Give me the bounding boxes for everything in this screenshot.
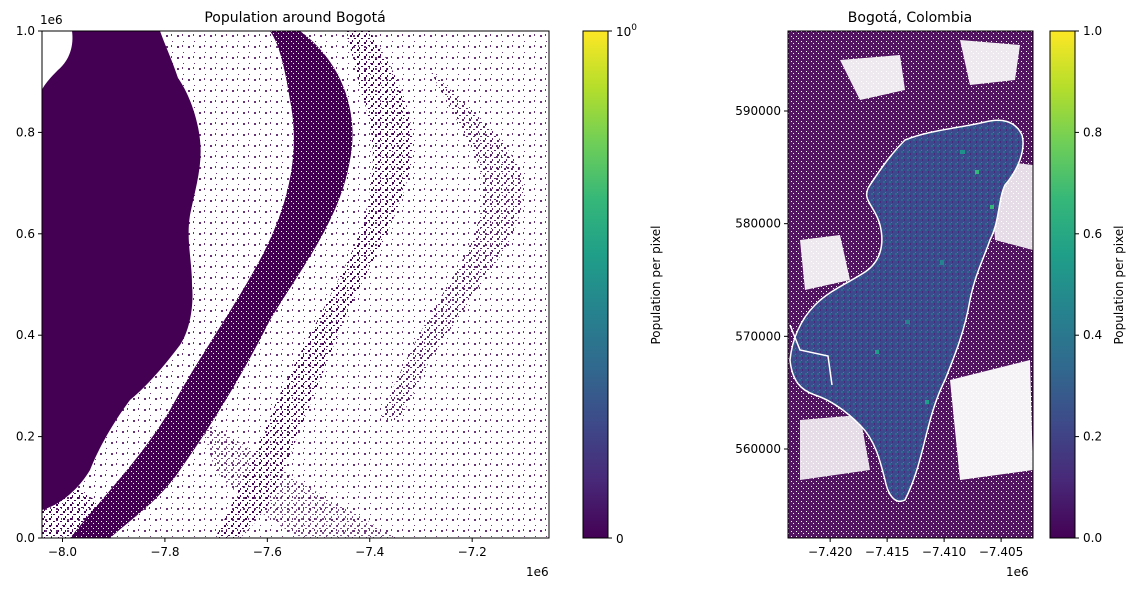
left-population-map xyxy=(42,31,549,538)
left-map-southern-settlement xyxy=(200,420,400,538)
left-x-tick-label: −7.8 xyxy=(150,545,179,559)
left-map-eastern-plains xyxy=(380,70,524,420)
right-x-tick-label: −7.410 xyxy=(922,545,966,559)
left-x-tick-label: −7.4 xyxy=(355,545,384,559)
left-x-ticks: −8.0 −7.8 −7.6 −7.4 −7.2 xyxy=(48,538,487,559)
right-y-tick-label: 570000 xyxy=(735,329,781,343)
left-colorbar-label: Population per pixel xyxy=(649,225,663,344)
left-y-tick-label: 0.6 xyxy=(16,227,35,241)
left-map-coast-inlet xyxy=(42,31,73,90)
right-map-gap-1 xyxy=(840,55,905,100)
right-chart-title: Bogotá, Colombia xyxy=(848,10,972,26)
right-map-hotspot xyxy=(875,350,879,354)
right-map-gap-3 xyxy=(800,235,850,290)
left-axes-frame xyxy=(41,30,550,539)
right-colorbar-tick-label: 0.0 xyxy=(1083,531,1102,545)
left-x-tick-label: −8.0 xyxy=(48,545,77,559)
left-colorbar-tick-1: 100 xyxy=(616,23,637,39)
right-colorbar-frame xyxy=(1049,30,1076,539)
left-map-eastern-ridge xyxy=(215,31,413,538)
right-x-tick-label: −7.405 xyxy=(979,545,1023,559)
right-x-tick-label: −7.415 xyxy=(865,545,909,559)
left-colorbar-tick-0: 0 xyxy=(616,532,624,546)
right-colorbar-tick-label: 1.0 xyxy=(1083,24,1102,38)
left-colorbar-frame xyxy=(582,30,609,539)
right-map-hotspot xyxy=(905,320,910,324)
left-y-tick-label: 1.0 xyxy=(16,24,35,38)
right-map-hotspot xyxy=(990,205,994,209)
left-colorbar-ticks: 0 100 xyxy=(608,23,637,546)
right-colorbar-tick-label: 0.2 xyxy=(1083,430,1102,444)
right-y-tick-label: 580000 xyxy=(735,217,781,231)
left-colorbar xyxy=(583,31,608,538)
right-colorbar-tick-label: 0.6 xyxy=(1083,227,1102,241)
right-x-offset-label: 1e6 xyxy=(1006,565,1029,579)
right-map-hotspot xyxy=(960,150,965,154)
right-city-map xyxy=(788,31,1033,538)
right-map-gap-2 xyxy=(960,40,1020,85)
left-map-ocean-region xyxy=(42,31,201,510)
right-map-urban-core xyxy=(789,119,1024,502)
right-x-tick-label: −7.420 xyxy=(808,545,852,559)
right-colorbar-ticks: 0.0 0.2 0.4 0.6 0.8 1.0 xyxy=(1075,24,1102,545)
right-y-ticks: 560000 570000 580000 590000 xyxy=(735,104,788,456)
left-x-offset-label: 1e6 xyxy=(526,565,549,579)
right-colorbar xyxy=(1050,31,1075,538)
left-chart-title: Population around Bogotá xyxy=(204,10,385,26)
right-colorbar-tick-label: 0.4 xyxy=(1083,328,1102,342)
left-y-offset-label: 1e6 xyxy=(40,13,63,27)
left-x-tick-label: −7.6 xyxy=(253,545,282,559)
left-y-tick-label: 0.2 xyxy=(16,430,35,444)
left-y-tick-label: 0.8 xyxy=(16,125,35,139)
right-chart-panel: Bogotá, Colombia −7.420 −7 xyxy=(735,10,1126,579)
right-axes-frame xyxy=(787,30,1034,539)
right-y-tick-label: 590000 xyxy=(735,104,781,118)
right-x-ticks: −7.420 −7.415 −7.410 −7.405 xyxy=(808,538,1023,559)
left-chart-panel: Population around Bogotá −8.0 −7.8 −7.6 −7.… xyxy=(16,10,663,579)
right-map-boundary-line xyxy=(789,324,833,386)
left-x-tick-label: −7.2 xyxy=(458,545,487,559)
left-y-ticks: 0.0 0.2 0.4 0.6 0.8 1.0 xyxy=(16,24,42,545)
right-colorbar-tick-label: 0.8 xyxy=(1083,125,1102,139)
left-map-coastal-strip xyxy=(42,470,97,538)
right-map-gap-4 xyxy=(950,360,1033,480)
right-map-hotspot xyxy=(925,400,929,404)
right-map-gap-5 xyxy=(800,415,870,480)
left-map-andes-band xyxy=(70,31,353,538)
right-y-tick-label: 560000 xyxy=(735,442,781,456)
left-y-tick-label: 0.0 xyxy=(16,531,35,545)
right-map-hotspot xyxy=(975,170,979,174)
left-y-tick-label: 0.4 xyxy=(16,328,35,342)
right-map-hotspot xyxy=(940,260,944,265)
right-colorbar-label: Population per pixel xyxy=(1112,225,1126,344)
